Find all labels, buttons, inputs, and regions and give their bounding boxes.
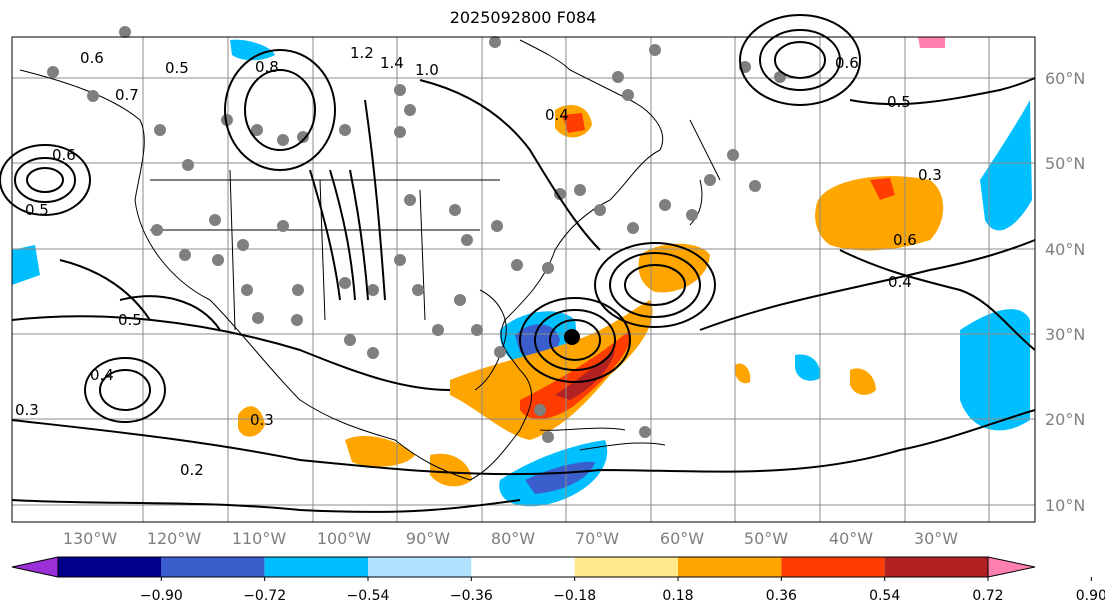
shade-cold-southeast bbox=[960, 309, 1030, 431]
coastlines bbox=[19, 39, 721, 481]
contour-label: 0.3 bbox=[250, 411, 274, 429]
shade-warm-labrador-core bbox=[562, 113, 585, 133]
colorbar-tick-label: 0.54 bbox=[869, 588, 900, 604]
colorbar-segment bbox=[884, 557, 988, 577]
map-gridlines bbox=[12, 37, 1035, 522]
contour-label: 0.5 bbox=[118, 311, 142, 329]
colorbar-segment bbox=[161, 557, 265, 577]
contour-label: 0.6 bbox=[835, 54, 859, 72]
shade-pink-north bbox=[918, 37, 945, 48]
lon-label: 110°W bbox=[232, 529, 287, 548]
lon-label: 100°W bbox=[317, 529, 372, 548]
lon-label: 130°W bbox=[63, 529, 118, 548]
lat-label: 50°N bbox=[1045, 154, 1085, 173]
colorbar-tick-label: −0.54 bbox=[347, 588, 390, 604]
latitude-labels: 60°N 50°N 40°N 30°N 20°N 10°N bbox=[1045, 69, 1085, 515]
contour-label: 0.2 bbox=[180, 461, 204, 479]
shade-warm-band-core bbox=[520, 330, 631, 420]
colorbar-tick-label: 0.18 bbox=[662, 588, 693, 604]
lon-label: 90°W bbox=[406, 529, 450, 548]
lat-label: 20°N bbox=[1045, 410, 1085, 429]
colorbar-tick-label: 0.36 bbox=[766, 588, 797, 604]
shade-cold-north bbox=[230, 39, 275, 61]
longitude-labels: 130°W 120°W 110°W 100°W 90°W 80°W 70°W 6… bbox=[63, 529, 958, 548]
shade-warm-atlantic bbox=[815, 176, 944, 251]
contour-labels: 0.6 0.5 0.7 1.2 1.4 0.8 0.4 0.3 0.2 0.6 … bbox=[15, 44, 942, 479]
colorbar-tick-label: −0.18 bbox=[553, 588, 596, 604]
storm-center-marker bbox=[564, 329, 580, 345]
shade-warm-tropics bbox=[850, 368, 876, 395]
contour-label: 0.3 bbox=[918, 166, 942, 184]
lon-label: 70°W bbox=[575, 529, 619, 548]
shade-warm-mexico2 bbox=[430, 453, 472, 487]
colorbar-segment bbox=[781, 557, 885, 577]
contour-lines bbox=[0, 14, 1036, 513]
colorbar-extend-low bbox=[11, 556, 59, 578]
contour-label: 0.4 bbox=[888, 273, 912, 291]
lon-label: 80°W bbox=[491, 529, 535, 548]
contour-label: 0.6 bbox=[893, 231, 917, 249]
shade-warm-band bbox=[450, 300, 653, 440]
colorbar-tick-label: 0.72 bbox=[972, 588, 1003, 604]
shade-warm-pacific bbox=[238, 406, 265, 437]
contour-label: 1.4 bbox=[380, 54, 404, 72]
shade-cold-east bbox=[980, 100, 1032, 231]
lon-label: 40°W bbox=[829, 529, 873, 548]
lon-label: 60°W bbox=[660, 529, 704, 548]
contour-label: 1.0 bbox=[415, 61, 439, 79]
shade-warm-small bbox=[735, 363, 751, 384]
contour-label: 0.6 bbox=[80, 49, 104, 67]
contour-label: 0.5 bbox=[25, 201, 49, 219]
colorbar-segment bbox=[368, 557, 472, 577]
contour-label: 0.5 bbox=[165, 59, 189, 77]
map-background bbox=[12, 37, 1035, 522]
station-dots bbox=[47, 26, 786, 443]
shade-warm-atlantic-core bbox=[870, 178, 895, 200]
shade-warm-newfoundland bbox=[638, 243, 710, 293]
colorbar-segment bbox=[58, 557, 162, 577]
lon-label: 30°W bbox=[914, 529, 958, 548]
contour-label: 0.5 bbox=[887, 93, 911, 111]
lat-label: 30°N bbox=[1045, 325, 1085, 344]
map-title: 2025092800 F084 bbox=[449, 8, 597, 27]
colorbar: −0.90 −0.72 −0.54 −0.36 −0.18 0.18 0.36 0.54 0.7… bbox=[11, 556, 1105, 604]
colorbar-segment bbox=[264, 557, 368, 577]
lon-label: 120°W bbox=[147, 529, 202, 548]
colorbar-segment bbox=[471, 557, 575, 577]
contour-label: 0.4 bbox=[545, 106, 569, 124]
lat-label: 10°N bbox=[1045, 496, 1085, 515]
colorbar-extend-high bbox=[987, 556, 1036, 578]
map-frame bbox=[11, 36, 1036, 523]
contour-label: 0.8 bbox=[255, 58, 279, 76]
shade-cold-west bbox=[12, 245, 40, 285]
colorbar-outline bbox=[57, 556, 989, 578]
shade-cold-tropics bbox=[795, 354, 821, 381]
contour-label: 0.6 bbox=[52, 146, 76, 164]
colorbar-tick-label: 0.90 bbox=[1076, 588, 1105, 604]
lon-label: 50°W bbox=[744, 529, 788, 548]
contour-label: 0.4 bbox=[90, 366, 114, 384]
shade-cold-caribbean-core bbox=[525, 461, 595, 494]
colorbar-tick-label: −0.90 bbox=[140, 588, 183, 604]
colorbar-segment bbox=[678, 557, 782, 577]
colorbar-tick-label: −0.72 bbox=[243, 588, 286, 604]
lat-label: 40°N bbox=[1045, 240, 1085, 259]
contour-label: 0.3 bbox=[15, 401, 39, 419]
lat-label: 60°N bbox=[1045, 69, 1085, 88]
colorbar-tick-label: −0.36 bbox=[450, 588, 493, 604]
colorbar-segment bbox=[574, 557, 678, 577]
contour-label: 0.7 bbox=[115, 86, 139, 104]
contour-label: 1.2 bbox=[350, 44, 374, 62]
